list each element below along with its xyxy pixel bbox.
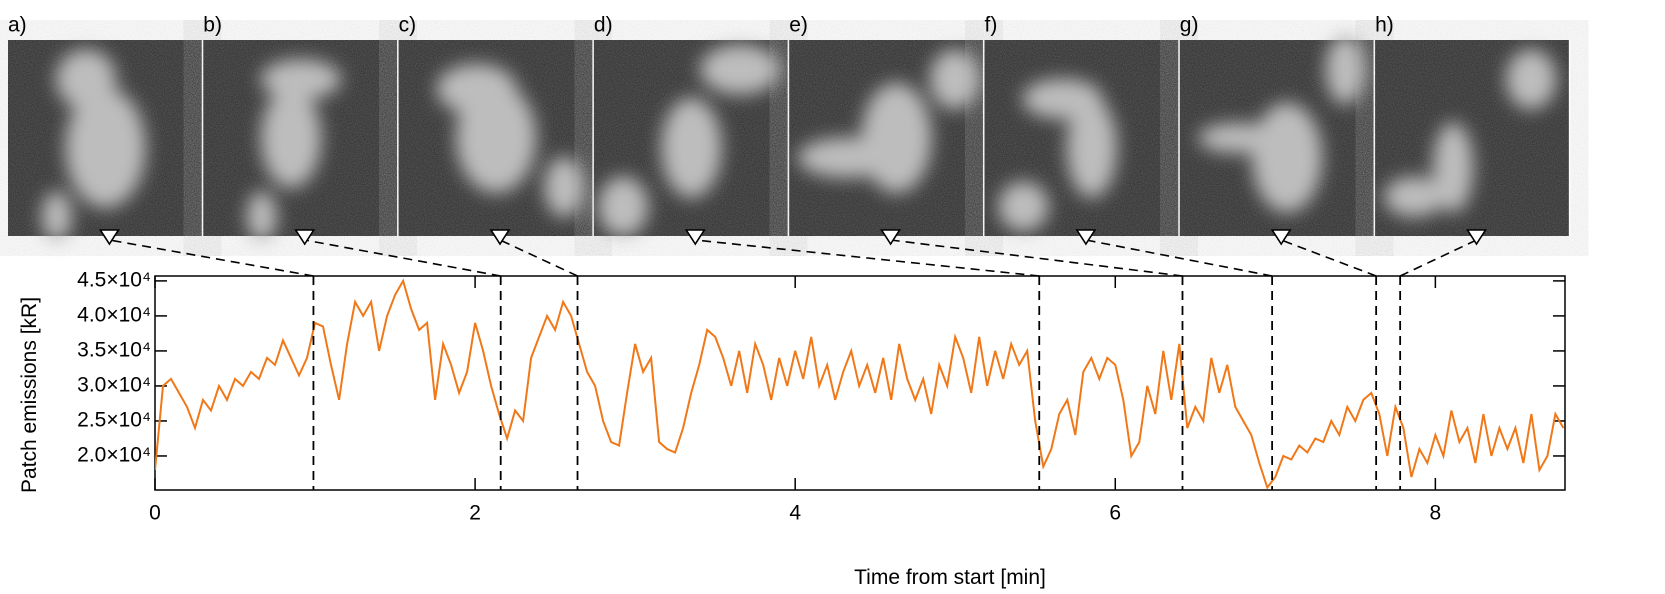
- image-noise: [398, 40, 593, 236]
- x-tick-label: 0: [149, 502, 161, 525]
- image-noise: [984, 40, 1179, 236]
- panel-arrow: [1075, 229, 1097, 246]
- y-tick-label: 2.0×10⁴: [77, 444, 151, 467]
- image-noise: [1375, 40, 1570, 236]
- panel-arrow: [1466, 229, 1487, 246]
- y-tick-label: 4.0×10⁴: [77, 303, 151, 326]
- image-noise: [203, 40, 398, 236]
- image-strip: a) b) c) d) e) f) g) h): [8, 14, 1571, 242]
- y-axis-label: Patch emissions [kR]: [18, 297, 41, 493]
- image-noise: [1179, 40, 1374, 236]
- image-noise: [8, 40, 202, 236]
- image-panel: [1375, 40, 1571, 236]
- y-tick-label: 4.5×10⁴: [77, 268, 151, 291]
- image-panel: [789, 40, 985, 236]
- panel-label: c): [399, 14, 417, 37]
- panel-label: g): [1180, 14, 1199, 37]
- image-panel: [8, 40, 204, 242]
- x-tick-label: 8: [1430, 502, 1442, 525]
- x-tick-label: 2: [469, 502, 481, 525]
- x-tick-label: 4: [789, 502, 801, 525]
- panel-arrow: [489, 229, 511, 246]
- connector: [890, 239, 1183, 277]
- y-tick-label: 3.0×10⁴: [77, 373, 151, 396]
- connector: [109, 239, 314, 277]
- panel-arrow: [98, 229, 120, 246]
- data-line: [155, 278, 1565, 490]
- image-panel: [984, 40, 1180, 236]
- panel-label: f): [985, 14, 998, 37]
- image-panel: [203, 40, 399, 242]
- panel-label: e): [789, 14, 808, 37]
- image-noise: [789, 40, 984, 236]
- plot-area: 0 2 4 6 8 2.0×10⁴ 2.5×10⁴ 3.0×10⁴ 3.5×10⁴ 4.0×10⁴…: [77, 268, 1566, 525]
- image-panel: [1179, 34, 1376, 236]
- panel-arrow: [1270, 229, 1292, 246]
- panel-label: a): [8, 14, 27, 37]
- panel-label: d): [594, 14, 613, 37]
- x-tick-label: 6: [1109, 502, 1121, 525]
- panel-label: b): [203, 14, 222, 37]
- connector: [1399, 239, 1477, 277]
- panel-label: h): [1375, 14, 1394, 37]
- image-panel: [398, 40, 594, 236]
- image-panel: [593, 40, 790, 237]
- y-tick-label: 3.5×10⁴: [77, 338, 151, 361]
- image-noise: [593, 40, 788, 236]
- connector: [1085, 239, 1273, 277]
- connector: [1280, 239, 1377, 277]
- connector: [304, 239, 501, 277]
- x-axis-label: Time from start [min]: [854, 566, 1046, 589]
- panel-arrow: [684, 229, 706, 246]
- connector: [695, 239, 1040, 277]
- panel-arrow: [294, 229, 316, 246]
- y-tick-label: 2.5×10⁴: [77, 409, 151, 432]
- plot-frame: [154, 275, 1566, 491]
- connector: [499, 239, 578, 277]
- panel-arrow: [880, 229, 902, 246]
